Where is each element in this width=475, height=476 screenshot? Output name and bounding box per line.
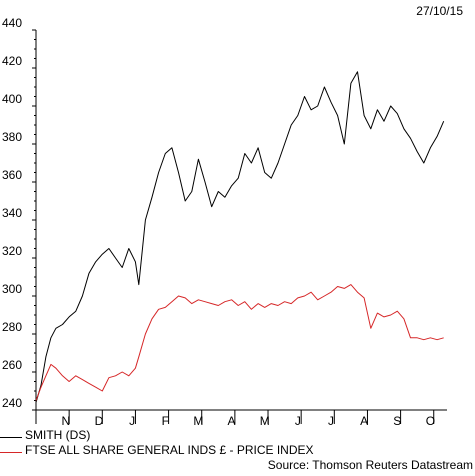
x-tick-label: N <box>61 414 70 426</box>
x-tick-label: S <box>393 414 401 426</box>
legend-swatch-black <box>0 437 22 439</box>
y-tick-label: 440 <box>2 16 22 30</box>
line-chart: 240 260 280 300 320 340 360 380 400 420 440 N D J F M A… <box>2 16 447 426</box>
y-tick-label: 280 <box>2 320 22 334</box>
x-tick-label: F <box>162 414 169 426</box>
x-tick-label: A <box>360 414 368 426</box>
y-tick-label: 420 <box>2 54 22 68</box>
x-tick-label: M <box>260 414 270 426</box>
x-tick-label: J <box>328 414 334 426</box>
chart-date-stamp: 27/10/15 <box>416 4 463 18</box>
x-tick-label: J <box>129 414 135 426</box>
y-tick-label: 260 <box>2 358 22 372</box>
legend-item-smith: SMITH (DS) <box>0 428 90 442</box>
legend-swatch-red <box>0 452 22 454</box>
source-note: Source: Thomson Reuters Datastream <box>267 458 473 472</box>
y-tick-label: 380 <box>2 130 22 144</box>
y-tick-label: 400 <box>2 92 22 106</box>
chart-axes <box>35 30 447 411</box>
y-tick-label: 300 <box>2 282 22 296</box>
y-tick-label: 240 <box>2 396 22 410</box>
x-tick-label: A <box>228 414 236 426</box>
y-tick-label: 360 <box>2 168 22 182</box>
x-tick-label: D <box>95 414 104 426</box>
y-tick-label: 320 <box>2 244 22 258</box>
legend-label-ftse: FTSE ALL SHARE GENERAL INDS £ - PRICE IN… <box>25 443 314 457</box>
series-layer <box>35 71 445 403</box>
legend-item-ftse: FTSE ALL SHARE GENERAL INDS £ - PRICE IN… <box>0 443 314 457</box>
x-tick-label: J <box>295 414 301 426</box>
y-tick-label: 340 <box>2 206 22 220</box>
x-tick-label: M <box>193 414 203 426</box>
legend-label-smith: SMITH (DS) <box>25 428 91 442</box>
y-axis: 240 260 280 300 320 340 360 380 400 420 440 <box>2 16 36 411</box>
x-tick-label: O <box>426 414 435 426</box>
series-line-1 <box>35 284 444 401</box>
series-line-0 <box>35 71 445 403</box>
